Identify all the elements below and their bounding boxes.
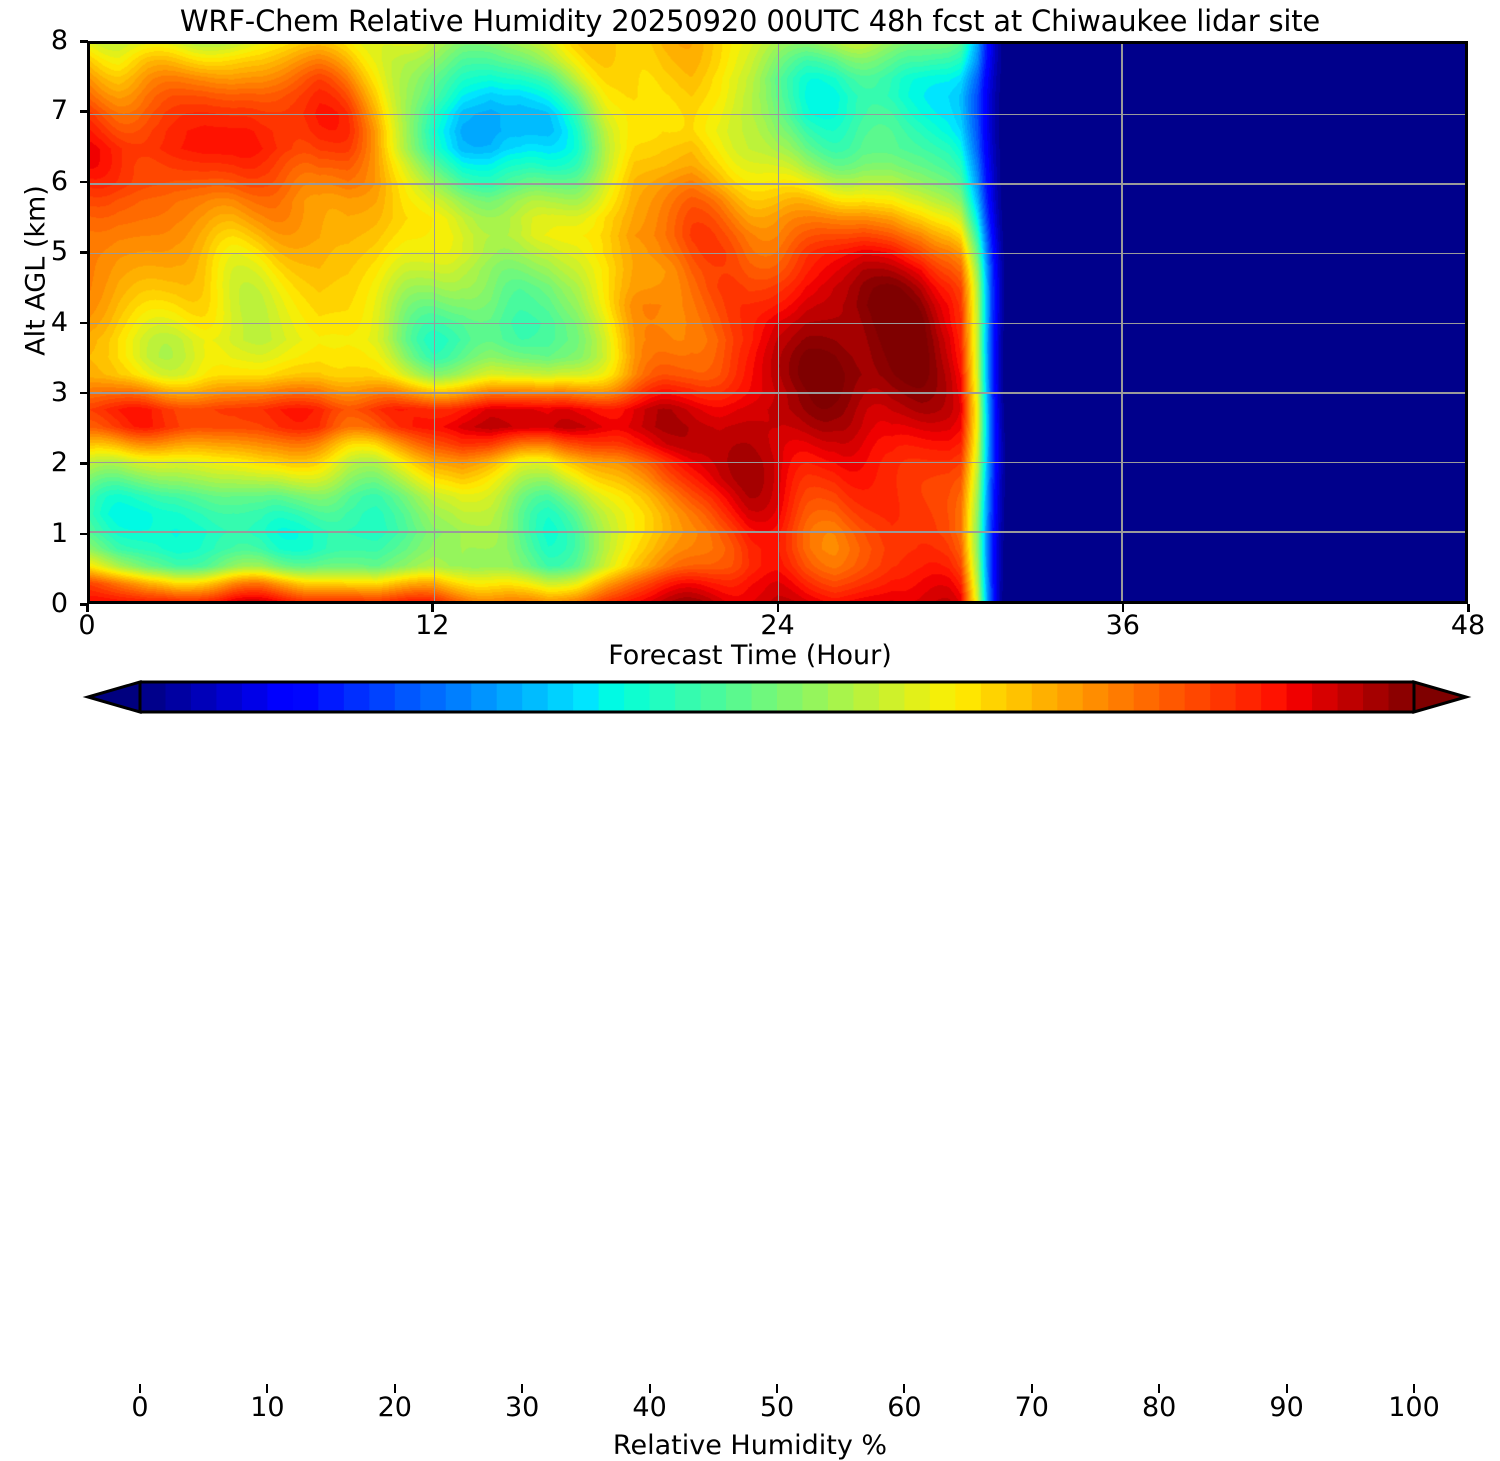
colorbar-tick-label: 70	[1014, 1392, 1049, 1423]
x-tick-label: 24	[760, 610, 795, 641]
colorbar-tick-label: 100	[1388, 1392, 1440, 1423]
x-tick-mark	[1467, 604, 1470, 612]
x-tick-label: 48	[1450, 610, 1486, 641]
y-tick-mark	[80, 462, 88, 465]
y-axis-label: Alt AGL (km)	[20, 185, 52, 356]
colorbar-tick-mark	[139, 1384, 141, 1393]
y-tick-label: 3	[50, 376, 68, 408]
x-axis-label: Forecast Time (Hour)	[608, 640, 892, 671]
colorbar-tick-label: 20	[377, 1392, 412, 1423]
colorbar-tick-mark	[776, 1384, 778, 1393]
x-tick-mark	[431, 604, 434, 612]
x-tick-mark	[86, 604, 89, 612]
figure: WRF-Chem Relative Humidity 20250920 00UT…	[0, 4, 1500, 1461]
relative-humidity-heatmap	[90, 44, 1465, 601]
colorbar-tick-mark	[648, 1384, 651, 1393]
y-tick-mark	[80, 180, 88, 184]
y-tick-mark	[80, 40, 88, 43]
colorbar-tick-mark	[521, 1384, 524, 1393]
colorbar-tick-mark	[1285, 1384, 1288, 1393]
y-tick-mark	[80, 321, 88, 324]
x-tick-label: 0	[78, 610, 96, 641]
x-tick-mark	[1121, 604, 1125, 612]
colorbar-tick-label: 10	[250, 1392, 285, 1423]
x-tick-label: 12	[415, 610, 450, 641]
colorbar-tick-label: 0	[131, 1392, 149, 1423]
y-tick-label: 7	[50, 95, 68, 127]
colorbar-tick-mark	[1030, 1384, 1033, 1393]
y-tick-label: 8	[50, 25, 68, 56]
colorbar-label: Relative Humidity %	[612, 1430, 888, 1461]
y-tick-label: 1	[50, 517, 68, 549]
x-tick-mark	[776, 604, 779, 612]
y-tick-label: 4	[50, 306, 68, 338]
y-tick-label: 6	[50, 165, 68, 197]
y-tick-mark	[80, 532, 88, 536]
x-tick-label: 36	[1105, 610, 1140, 641]
y-tick-label: 0	[50, 588, 68, 619]
y-tick-label: 5	[50, 236, 68, 268]
colorbar-tick-label: 30	[505, 1392, 540, 1423]
colorbar-tick-mark	[903, 1384, 906, 1393]
colorbar-tick-mark	[1158, 1384, 1161, 1393]
y-tick-mark	[80, 110, 88, 113]
colorbar-tick-label: 60	[887, 1392, 922, 1423]
colorbar-tick-label: 80	[1142, 1392, 1177, 1423]
colorbar-gradient	[82, 680, 1472, 714]
colorbar: 0 10 20 30 40 50 60 70 80 90 100 Relative Humidity…	[0, 678, 1500, 1461]
colorbar-tick-mark	[393, 1384, 396, 1393]
y-tick-label: 2	[50, 447, 68, 479]
chart-title: WRF-Chem Relative Humidity 20250920 00UT…	[179, 4, 1321, 38]
colorbar-tick-mark	[266, 1384, 269, 1393]
y-tick-mark	[80, 251, 88, 254]
colorbar-tick-label: 50	[759, 1392, 795, 1423]
plot-area	[87, 41, 1468, 604]
y-tick-mark	[80, 391, 88, 395]
y-tick-mark	[80, 603, 88, 606]
colorbar-tick-mark	[1413, 1384, 1415, 1393]
colorbar-tick-label: 40	[632, 1392, 667, 1423]
colorbar-tick-label: 90	[1269, 1392, 1304, 1423]
